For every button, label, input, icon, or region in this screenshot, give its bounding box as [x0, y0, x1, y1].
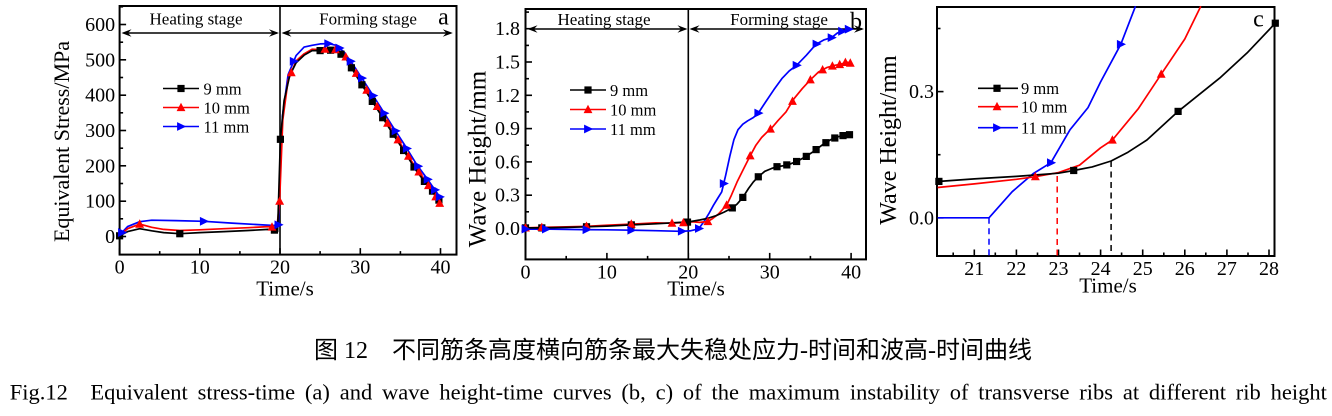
svg-text:25: 25: [1133, 258, 1153, 280]
svg-text:Equivalent Stress/MPa: Equivalent Stress/MPa: [49, 41, 74, 242]
svg-text:Fig.12 Equivalent stress-time: Fig.12 Equivalent stress-time (a) and wa…: [10, 380, 1328, 405]
svg-text:300: 300: [85, 120, 115, 142]
svg-text:20: 20: [678, 262, 698, 284]
svg-text:图 12 不同筋条高度横向筋条最大失稳处应力-时间和波高-时: 图 12 不同筋条高度横向筋条最大失稳处应力-时间和波高-时间曲线: [314, 337, 1032, 364]
svg-text:Time/s: Time/s: [256, 277, 314, 301]
svg-text:9 mm: 9 mm: [610, 81, 648, 100]
svg-text:0: 0: [115, 257, 125, 279]
svg-text:Wave Height/mm: Wave Height/mm: [876, 55, 902, 225]
svg-text:Time/s: Time/s: [1079, 274, 1137, 298]
svg-text:11 mm: 11 mm: [610, 120, 656, 139]
svg-text:0.9: 0.9: [495, 118, 520, 140]
svg-text:28: 28: [1259, 258, 1279, 280]
svg-text:30: 30: [760, 262, 780, 284]
svg-text:200: 200: [85, 155, 115, 177]
svg-text:10 mm: 10 mm: [204, 98, 250, 117]
svg-text:1.2: 1.2: [495, 85, 520, 107]
svg-text:24: 24: [1091, 258, 1111, 280]
svg-text:1.5: 1.5: [495, 52, 520, 74]
svg-text:Heating stage: Heating stage: [150, 10, 243, 29]
svg-text:400: 400: [85, 85, 115, 107]
svg-text:40: 40: [841, 262, 861, 284]
svg-text:0.6: 0.6: [495, 151, 520, 173]
svg-text:1.8: 1.8: [495, 18, 520, 40]
svg-text:100: 100: [85, 191, 115, 213]
svg-text:11 mm: 11 mm: [1021, 119, 1067, 138]
svg-text:Heating stage: Heating stage: [558, 10, 651, 29]
svg-text:0: 0: [521, 262, 531, 284]
svg-text:0.0: 0.0: [909, 207, 934, 229]
svg-text:40: 40: [431, 257, 451, 279]
svg-text:22: 22: [1006, 258, 1026, 280]
svg-text:Time/s: Time/s: [667, 277, 725, 301]
svg-text:0: 0: [105, 226, 115, 248]
svg-text:9 mm: 9 mm: [1021, 79, 1059, 98]
svg-text:30: 30: [350, 257, 370, 279]
svg-text:20: 20: [270, 257, 290, 279]
svg-text:21: 21: [964, 258, 984, 280]
svg-text:0.0: 0.0: [495, 218, 520, 240]
svg-text:500: 500: [85, 49, 115, 71]
svg-text:10: 10: [190, 257, 210, 279]
svg-text:11 mm: 11 mm: [204, 117, 250, 136]
svg-text:c: c: [1253, 7, 1264, 33]
svg-text:600: 600: [85, 14, 115, 36]
svg-text:26: 26: [1175, 258, 1195, 280]
svg-text:Forming stage: Forming stage: [730, 10, 828, 29]
svg-text:10 mm: 10 mm: [610, 100, 656, 119]
svg-text:Wave Height/mm: Wave Height/mm: [465, 70, 492, 247]
svg-text:9 mm: 9 mm: [204, 79, 242, 98]
svg-text:a: a: [438, 5, 449, 31]
svg-text:b: b: [850, 9, 862, 35]
svg-text:Forming stage: Forming stage: [319, 10, 417, 29]
svg-text:0.3: 0.3: [909, 81, 934, 103]
svg-text:10: 10: [597, 262, 617, 284]
svg-text:23: 23: [1049, 258, 1069, 280]
svg-text:27: 27: [1217, 258, 1237, 280]
svg-text:0.3: 0.3: [495, 185, 520, 207]
svg-text:10 mm: 10 mm: [1021, 98, 1067, 117]
